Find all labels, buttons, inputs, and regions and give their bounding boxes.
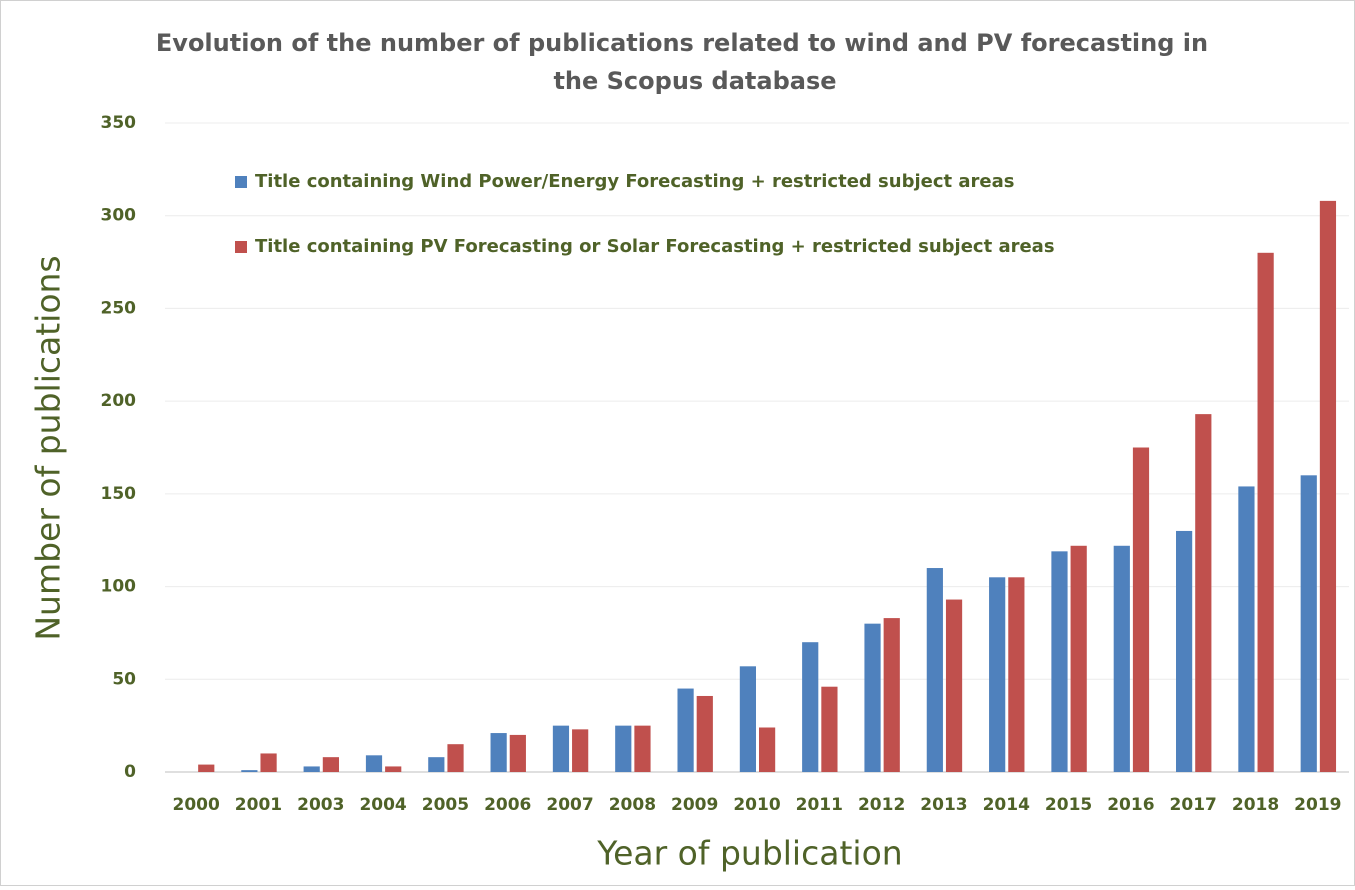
legend-label: Title containing PV Forecasting or Solar…: [255, 236, 1055, 257]
y-tick-label: 0: [124, 762, 136, 782]
x-tick-label: 2011: [796, 795, 843, 815]
bar: [447, 744, 464, 772]
bar: [677, 688, 694, 772]
y-tick-label: 300: [101, 206, 137, 226]
bar: [322, 757, 339, 772]
x-tick-label: 2010: [733, 795, 780, 815]
y-tick-label: 50: [112, 669, 136, 689]
y-tick-label: 200: [101, 391, 137, 411]
bar: [802, 642, 819, 772]
bar: [303, 766, 320, 772]
chart-title: Evolution of the number of publications …: [156, 29, 1208, 57]
x-tick-label: 2008: [609, 795, 656, 815]
x-tick-label: 2001: [235, 795, 282, 815]
x-tick-label: 2003: [297, 795, 344, 815]
y-tick-label: 100: [101, 577, 137, 597]
x-tick-label: 2018: [1232, 795, 1279, 815]
bar: [634, 725, 651, 772]
bar: [490, 733, 507, 772]
bar: [385, 766, 402, 772]
bar: [1008, 577, 1025, 772]
bar: [1238, 486, 1255, 772]
x-axis-title: Year of publication: [596, 834, 902, 873]
bar: [1257, 252, 1274, 773]
bar: [945, 599, 963, 772]
bar: [989, 577, 1006, 772]
bar: [759, 727, 776, 772]
x-tick-label: 2019: [1294, 795, 1341, 815]
bar: [1176, 530, 1193, 772]
bar: [552, 725, 570, 772]
bar: [365, 755, 383, 772]
y-axis-title: Number of publications: [29, 255, 68, 640]
bar: [572, 729, 589, 772]
bar: [696, 695, 713, 772]
bar: [821, 686, 838, 772]
bar: [1300, 475, 1317, 772]
x-tick-label: 2007: [546, 795, 593, 815]
y-tick-label: 350: [101, 113, 137, 133]
y-tick-label: 150: [101, 484, 137, 504]
x-tick-label: 2009: [671, 795, 718, 815]
x-tick-label: 2016: [1107, 795, 1154, 815]
y-tick-label: 250: [101, 298, 137, 318]
bar: [883, 618, 900, 772]
legend-key: [235, 176, 247, 188]
bar: [260, 753, 277, 772]
chart-title: the Scopus database: [553, 67, 836, 95]
bar: [1070, 545, 1087, 772]
bar: [864, 623, 881, 772]
bar: [1195, 414, 1212, 772]
bar: [739, 666, 756, 772]
x-tick-label: 2004: [359, 795, 406, 815]
bar: [615, 725, 632, 772]
x-tick-label: 2012: [858, 795, 905, 815]
x-tick-label: 2015: [1045, 795, 1092, 815]
bar: [509, 734, 526, 772]
bar: [1319, 200, 1337, 772]
bar: [198, 764, 215, 772]
x-tick-label: 2013: [920, 795, 967, 815]
bar: [1051, 551, 1068, 772]
legend-label: Title containing Wind Power/Energy Forec…: [255, 171, 1014, 192]
bar: [241, 770, 258, 772]
x-tick-label: 2000: [172, 795, 219, 815]
bar: [926, 568, 943, 772]
x-tick-label: 2005: [422, 795, 469, 815]
bar: [1132, 447, 1150, 772]
x-tick-label: 2006: [484, 795, 531, 815]
x-tick-label: 2014: [983, 795, 1030, 815]
x-tick-label: 2017: [1170, 795, 1217, 815]
legend-key: [235, 241, 247, 253]
bar: [1113, 545, 1130, 772]
bar: [428, 757, 445, 772]
